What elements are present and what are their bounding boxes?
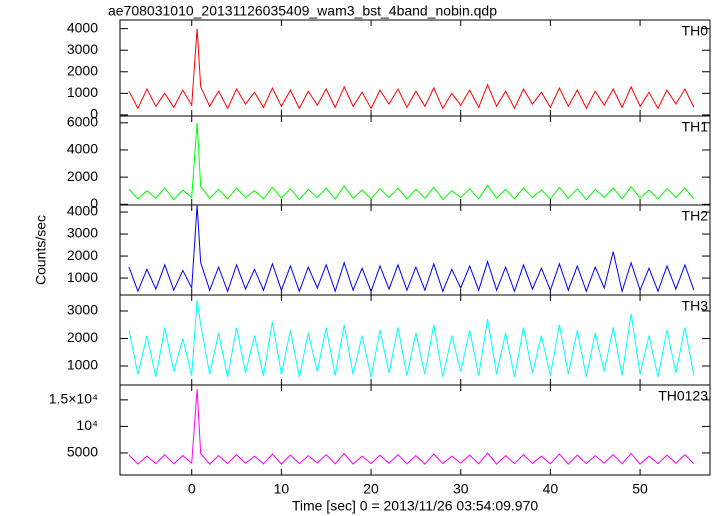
series-label: TH0123	[658, 388, 708, 404]
y-tick-label: 10⁴	[76, 417, 98, 433]
y-tick-label: 0	[90, 106, 98, 122]
y-tick-label: 3000	[67, 225, 98, 241]
y-axis-label: Counts/sec	[33, 215, 49, 285]
series-label: TH1	[682, 119, 709, 135]
x-tick-label: 40	[543, 481, 559, 497]
y-tick-label: 6000	[67, 113, 98, 129]
y-tick-label: 0	[90, 195, 98, 211]
panel-frame	[119, 19, 711, 117]
panel-frame	[119, 204, 711, 296]
y-tick-label: 1000	[67, 269, 98, 285]
y-tick-label: 2000	[67, 329, 98, 345]
y-tick-label: 1000	[67, 357, 98, 373]
y-tick-label: 4000	[67, 141, 98, 157]
y-tick-label: 1.5×10⁴	[49, 391, 98, 407]
chart-title: ae708031010_20131126035409_wam3_bst_4ban…	[108, 3, 497, 19]
x-tick-label: 0	[188, 481, 196, 497]
y-tick-label: 1000	[67, 84, 98, 100]
series-label: TH2	[682, 208, 709, 224]
series-line	[128, 28, 695, 110]
y-tick-label: 2000	[67, 247, 98, 263]
x-tick-label: 10	[274, 481, 290, 497]
y-tick-label: 4000	[67, 19, 98, 35]
y-tick-label: 3000	[67, 41, 98, 57]
x-axis-label: Time [sec] 0 = 2013/11/26 03:54:09.970	[292, 498, 539, 514]
y-tick-label: 4000	[67, 203, 98, 219]
y-tick-label: 3000	[67, 302, 98, 318]
series-line	[128, 205, 695, 294]
series-line	[128, 122, 695, 201]
y-tick-label: 2000	[67, 168, 98, 184]
y-tick-label: 2000	[67, 62, 98, 78]
panel-frame	[119, 384, 711, 476]
x-tick-label: 50	[632, 481, 648, 497]
series-label: TH3	[682, 298, 709, 314]
panel-frame	[119, 115, 711, 206]
series-label: TH0	[682, 23, 709, 39]
y-tick-label: 5000	[67, 444, 98, 460]
x-tick-label: 20	[363, 481, 379, 497]
x-tick-label: 30	[453, 481, 469, 497]
series-line	[128, 389, 695, 465]
series-line	[128, 299, 695, 378]
